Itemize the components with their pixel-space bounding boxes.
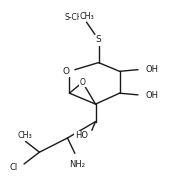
Text: OH: OH [145,91,158,100]
Text: O: O [80,78,85,87]
Text: CH₃: CH₃ [79,12,94,21]
Text: HO: HO [75,131,88,140]
Text: NH₂: NH₂ [70,160,85,169]
Text: CH₃: CH₃ [17,131,32,140]
Text: O: O [63,67,70,76]
Text: S-CH₃: S-CH₃ [65,13,86,22]
Text: Cl: Cl [10,163,18,172]
Text: S: S [96,35,101,44]
Text: OH: OH [145,65,158,74]
